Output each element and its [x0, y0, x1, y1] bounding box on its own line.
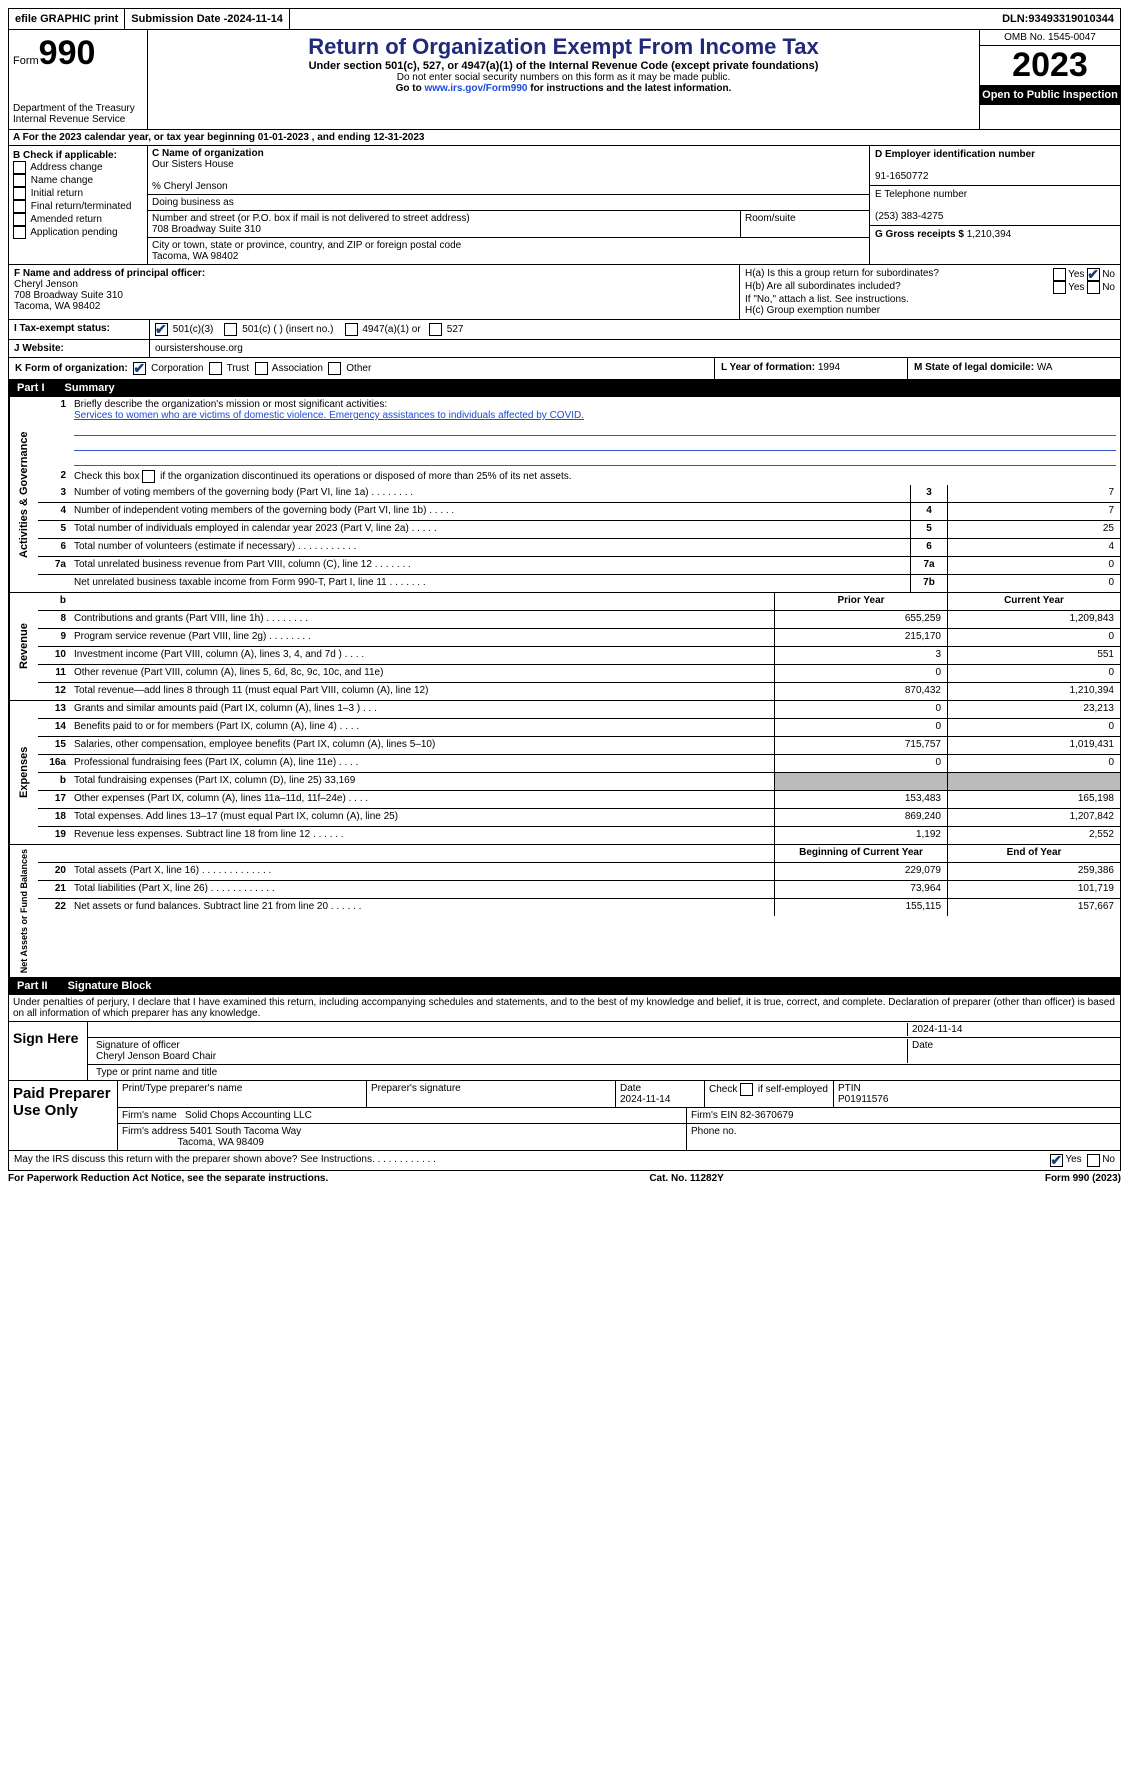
form-number: Form990 [13, 34, 143, 73]
ha-yes[interactable] [1053, 268, 1066, 281]
ha-no[interactable] [1087, 268, 1100, 281]
row-k-l-m: K Form of organization: Corporation Trus… [8, 358, 1121, 380]
checkbox-final-return[interactable] [13, 200, 26, 213]
checkbox-amended[interactable] [13, 213, 26, 226]
dept-label: Department of the Treasury Internal Reve… [13, 103, 143, 125]
hb-no[interactable] [1087, 281, 1100, 294]
cb-discontinued[interactable] [142, 470, 155, 483]
part-1-header: Part ISummary [9, 380, 1120, 396]
row-a-period: A For the 2023 calendar year, or tax yea… [8, 130, 1121, 146]
domicile: WA [1037, 362, 1053, 373]
col-b-checkboxes: B Check if applicable: Address change Na… [9, 146, 148, 264]
checkbox-address-change[interactable] [13, 161, 26, 174]
row-j-website: J Website: oursistershouse.org [8, 340, 1121, 358]
dln: DLN: 93493319010344 [996, 9, 1120, 29]
city-state-zip: Tacoma, WA 98402 [152, 251, 238, 262]
cb-4947[interactable] [345, 323, 358, 336]
checkbox-app-pending[interactable] [13, 226, 26, 239]
omb-number: OMB No. 1545-0047 [980, 30, 1120, 46]
cb-self-employed[interactable] [740, 1083, 753, 1096]
website: oursistershouse.org [150, 340, 1120, 357]
efile-label: efile GRAPHIC print [9, 9, 125, 29]
officer-name: Cheryl Jenson [14, 279, 78, 290]
irs-link[interactable]: www.irs.gov/Form990 [424, 83, 527, 94]
subtitle-3: Go to www.irs.gov/Form990 for instructio… [152, 83, 975, 94]
row-i-tax-status: I Tax-exempt status: 501(c)(3) 501(c) ( … [8, 320, 1121, 340]
penalties-text: Under penalties of perjury, I declare th… [8, 995, 1121, 1022]
subtitle-2: Do not enter social security numbers on … [152, 72, 975, 83]
section-governance: Activities & Governance 1 Briefly descri… [8, 397, 1121, 593]
cb-trust[interactable] [209, 362, 222, 375]
officer-group-block: F Name and address of principal officer:… [8, 265, 1121, 320]
mission-text: Services to women who are victims of dom… [74, 410, 584, 421]
ptin: P01911576 [838, 1094, 888, 1105]
sign-here-block: Sign Here 2024-11-14 Signature of office… [8, 1022, 1121, 1081]
org-name: Our Sisters House [152, 159, 234, 170]
section-expenses: Expenses 13Grants and similar amounts pa… [8, 701, 1121, 845]
paid-preparer-block: Paid Preparer Use Only Print/Type prepar… [8, 1081, 1121, 1151]
firm-name: Solid Chops Accounting LLC [185, 1110, 312, 1121]
phone: (253) 383-4275 [875, 211, 943, 222]
cb-527[interactable] [429, 323, 442, 336]
ein: 91-1650772 [875, 171, 928, 182]
tax-year: 2023 [980, 46, 1120, 85]
col-de: D Employer identification number91-16507… [869, 146, 1120, 264]
cb-501c[interactable] [224, 323, 237, 336]
top-bar: efile GRAPHIC print Submission Date - 20… [8, 8, 1121, 30]
form-header: Form990 Department of the Treasury Inter… [8, 30, 1121, 130]
part-2-header: Part IISignature Block [9, 978, 1120, 994]
cb-other[interactable] [328, 362, 341, 375]
discuss-yes[interactable] [1050, 1154, 1063, 1167]
identity-block: B Check if applicable: Address change Na… [8, 146, 1121, 265]
page-footer: For Paperwork Reduction Act Notice, see … [8, 1171, 1121, 1186]
care-of: % Cheryl Jenson [152, 181, 228, 192]
officer-signature: Cheryl Jenson Board Chair [96, 1051, 216, 1062]
cb-corp[interactable] [133, 362, 146, 375]
street-address: 708 Broadway Suite 310 [152, 224, 261, 235]
hb-yes[interactable] [1053, 281, 1066, 294]
checkbox-initial-return[interactable] [13, 187, 26, 200]
gross-receipts: 1,210,394 [967, 229, 1012, 240]
col-c-name-address: C Name of organization Our Sisters House… [148, 146, 869, 264]
cb-501c3[interactable] [155, 323, 168, 336]
firm-ein: 82-3670679 [740, 1110, 793, 1121]
submission-date: Submission Date - 2024-11-14 [125, 9, 290, 29]
subtitle-1: Under section 501(c), 527, or 4947(a)(1)… [152, 60, 975, 72]
room-suite: Room/suite [740, 211, 869, 237]
discuss-no[interactable] [1087, 1154, 1100, 1167]
section-revenue: Revenue b Prior Year Current Year 8Contr… [8, 593, 1121, 701]
cb-assoc[interactable] [255, 362, 268, 375]
section-net-assets: Net Assets or Fund Balances Beginning of… [8, 845, 1121, 978]
discuss-row: May the IRS discuss this return with the… [8, 1151, 1121, 1171]
year-formation: 1994 [818, 362, 840, 373]
form-title: Return of Organization Exempt From Incom… [152, 34, 975, 60]
checkbox-name-change[interactable] [13, 174, 26, 187]
open-inspection: Open to Public Inspection [980, 85, 1120, 105]
